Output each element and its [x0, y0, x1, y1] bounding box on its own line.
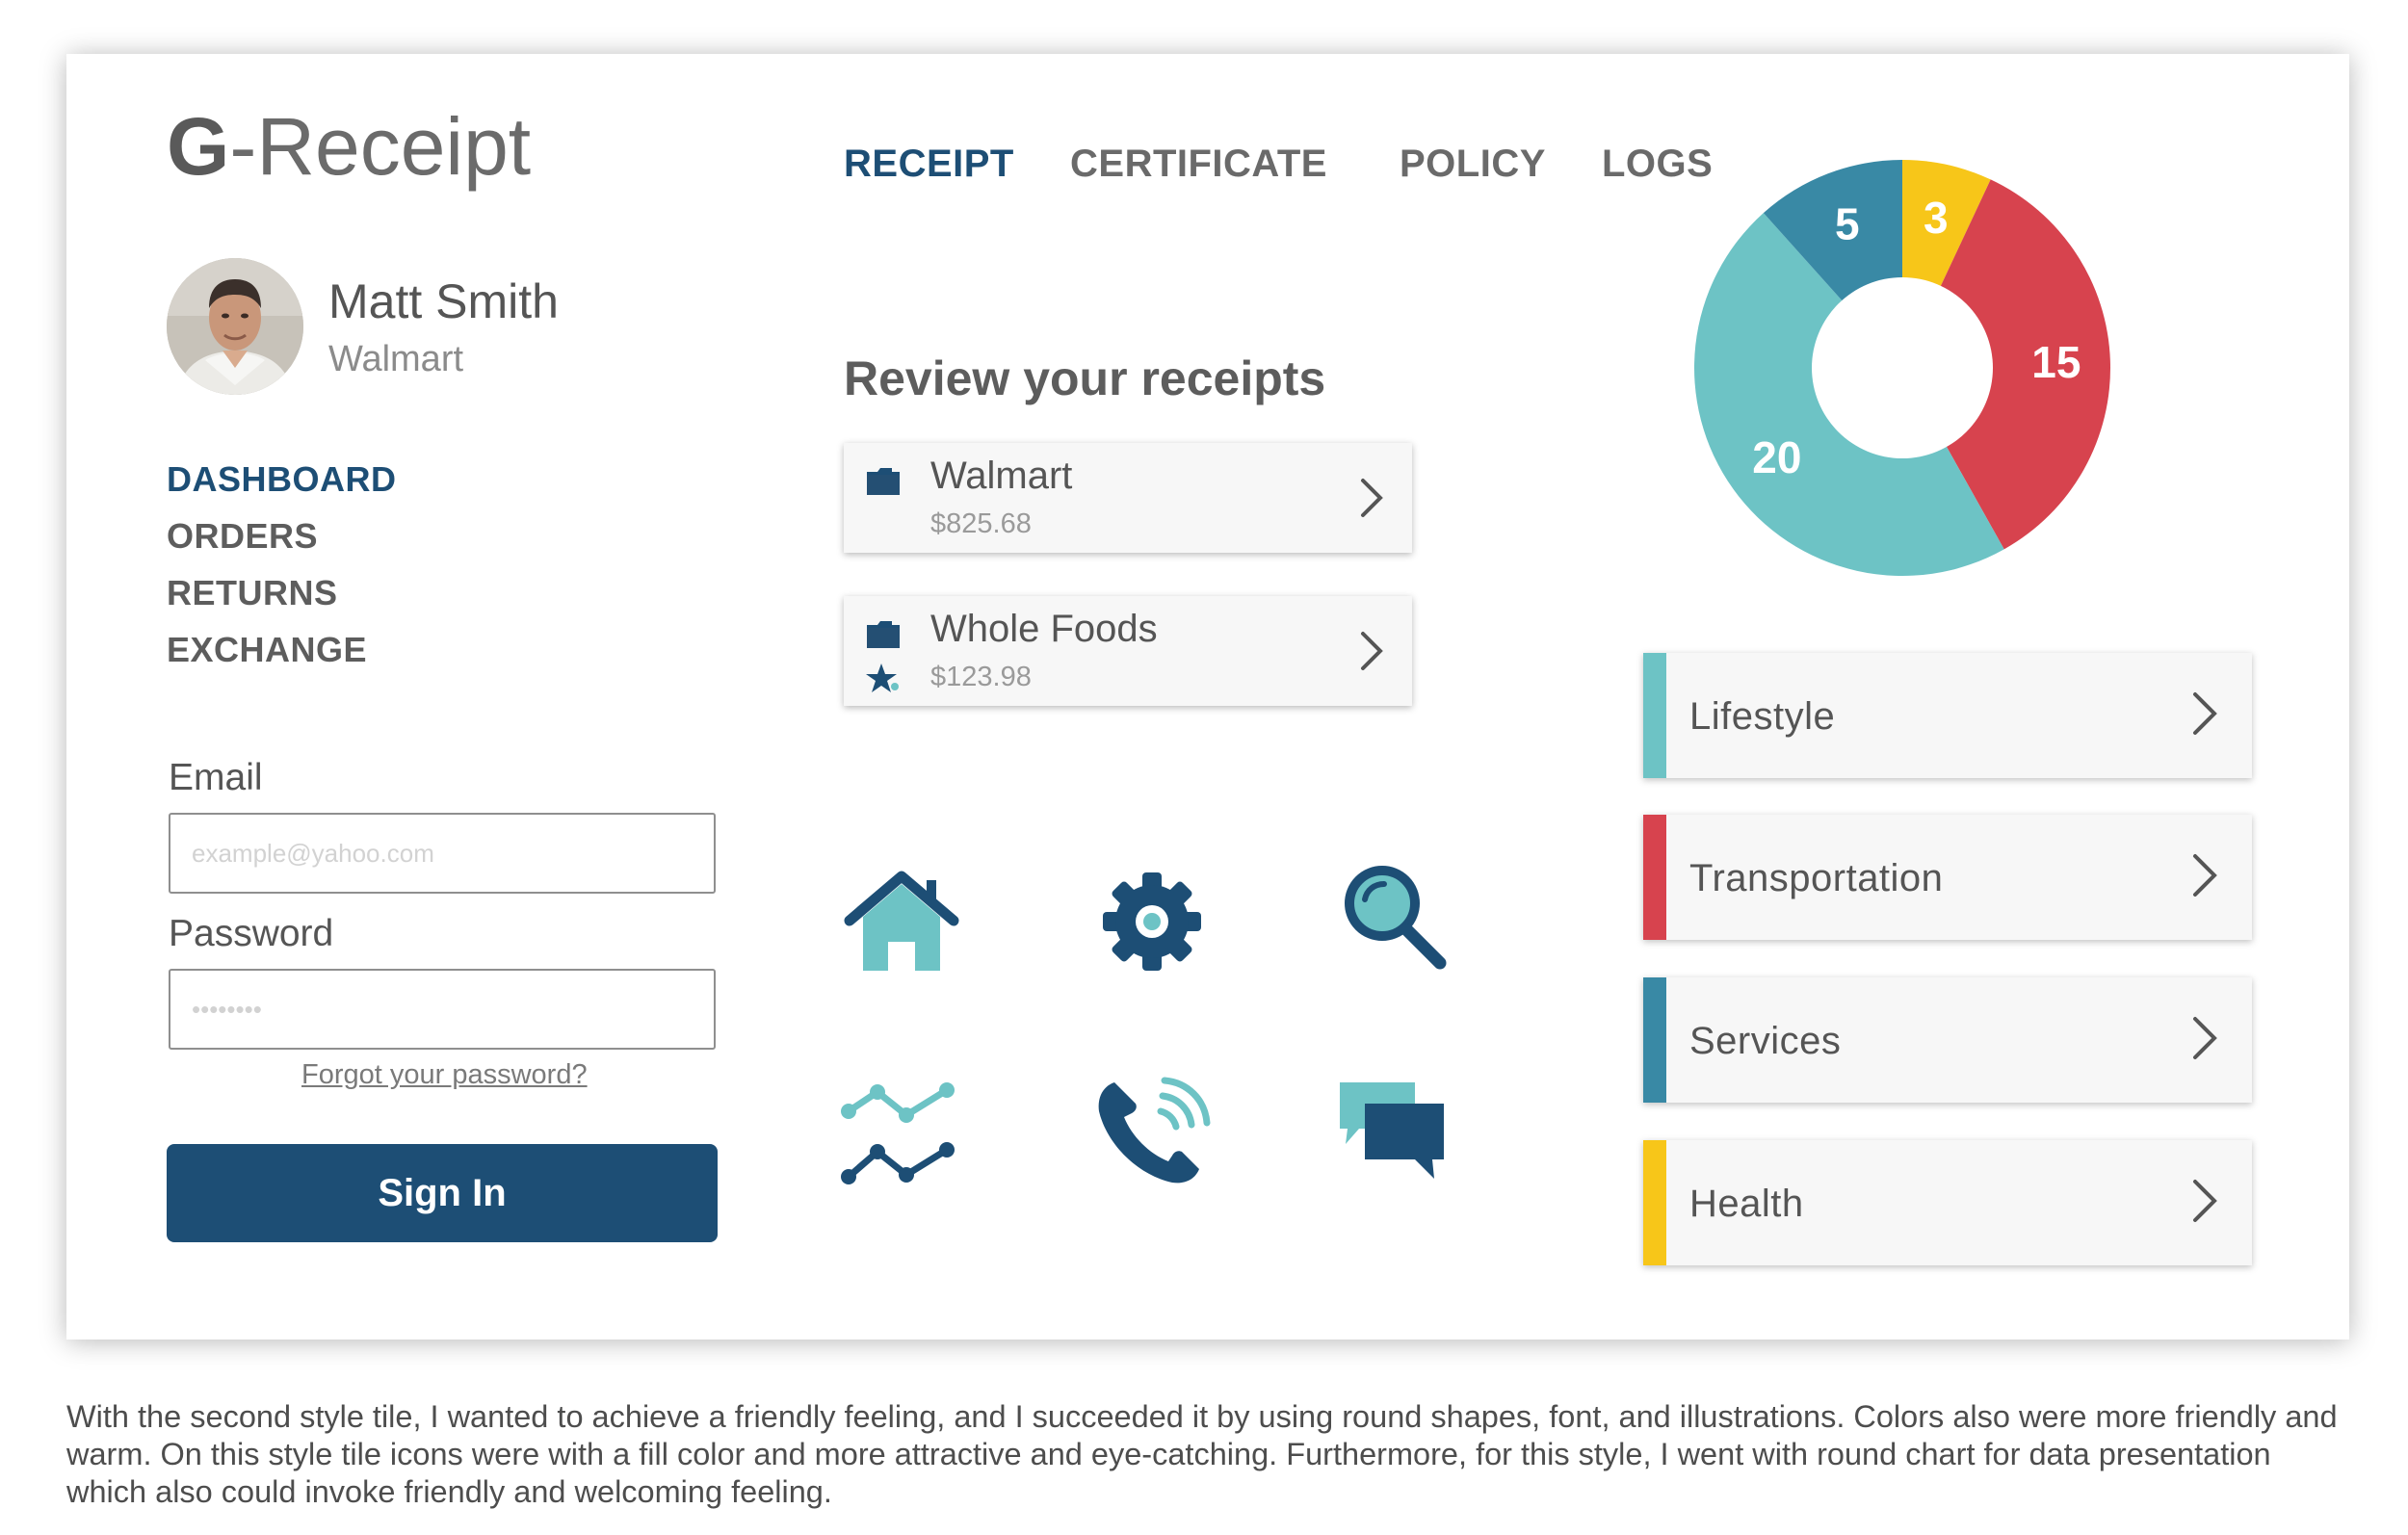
- donut-label-3: 3: [1924, 193, 1949, 243]
- tab-certificate[interactable]: CERTIFICATE: [1070, 143, 1327, 185]
- category-label: Lifestyle: [1689, 695, 1836, 738]
- chevron-right-icon: [1361, 632, 1383, 670]
- receipt-amount: $825.68: [930, 508, 1032, 539]
- chat-icon[interactable]: [1336, 1079, 1448, 1186]
- receipt-card-walmart[interactable]: Walmart $825.68: [844, 443, 1412, 553]
- avatar[interactable]: [167, 258, 303, 395]
- search-icon[interactable]: [1340, 861, 1450, 973]
- folder-icon: [867, 621, 900, 648]
- email-label: Email: [169, 757, 263, 798]
- tab-receipt[interactable]: RECEIPT: [844, 143, 1014, 185]
- category-color-bar: [1643, 815, 1666, 940]
- receipt-amount: $123.98: [930, 662, 1032, 692]
- gear-icon[interactable]: [1099, 869, 1205, 975]
- sidebar-item-returns[interactable]: RETURNS: [167, 573, 338, 612]
- category-lifestyle[interactable]: Lifestyle: [1643, 653, 2252, 778]
- password-field[interactable]: [169, 969, 716, 1050]
- sidebar-item-exchange[interactable]: EXCHANGE: [167, 630, 368, 669]
- sign-in-button[interactable]: Sign In: [167, 1144, 718, 1242]
- category-label: Transportation: [1689, 857, 1944, 899]
- donut-label-15: 15: [2031, 337, 2081, 387]
- user-avatar-icon: [167, 258, 303, 395]
- home-icon[interactable]: [842, 867, 961, 978]
- user-name: Matt Smith: [328, 274, 559, 328]
- chevron-right-icon: [2193, 1180, 2217, 1222]
- logo-bold: G: [167, 101, 230, 192]
- category-health[interactable]: Health: [1643, 1140, 2252, 1265]
- sidebar-item-orders[interactable]: ORDERS: [167, 516, 319, 556]
- donut-label-20: 20: [1752, 432, 1801, 482]
- password-label: Password: [169, 913, 334, 954]
- phone-icon[interactable]: [1095, 1077, 1211, 1188]
- category-transportation[interactable]: Transportation: [1643, 815, 2252, 940]
- user-company: Walmart: [328, 339, 464, 379]
- app-logo: G-Receipt: [167, 100, 531, 194]
- category-label: Health: [1689, 1183, 1804, 1225]
- receipt-store: Walmart: [930, 455, 1073, 497]
- category-color-bar: [1643, 653, 1666, 778]
- caption-text: With the second style tile, I wanted to …: [66, 1399, 2338, 1509]
- chevron-right-icon: [2193, 854, 2217, 897]
- category-services[interactable]: Services: [1643, 977, 2252, 1103]
- donut-label-5: 5: [1835, 199, 1860, 249]
- donut-chart: 3 15 20 5: [1694, 160, 2110, 576]
- category-color-bar: [1643, 977, 1666, 1103]
- chevron-right-icon: [2193, 1017, 2217, 1059]
- sidebar-nav: DASHBOARD ORDERS RETURNS EXCHANGE: [167, 451, 397, 678]
- chevron-right-icon: [2193, 692, 2217, 735]
- category-label: Services: [1689, 1020, 1842, 1062]
- review-title: Review your receipts: [844, 351, 1326, 405]
- receipt-card-whole-foods[interactable]: Whole Foods $123.98: [844, 596, 1412, 706]
- tab-policy[interactable]: POLICY: [1400, 143, 1546, 185]
- category-color-bar: [1643, 1140, 1666, 1265]
- receipt-store: Whole Foods: [930, 608, 1158, 650]
- logo-text: -Receipt: [229, 101, 532, 192]
- sidebar-item-dashboard[interactable]: DASHBOARD: [167, 459, 397, 499]
- folder-icon: [867, 468, 900, 495]
- style-tile-card: G-Receipt Matt Smith Walmart DASHBOARD O…: [66, 54, 2349, 1340]
- forgot-password-link[interactable]: Forgot your password?: [301, 1059, 588, 1090]
- line-chart-icon[interactable]: [839, 1080, 958, 1188]
- donut-slice-15[interactable]: [1902, 179, 2110, 550]
- chevron-right-icon: [1361, 479, 1383, 517]
- email-field[interactable]: [169, 813, 716, 894]
- star-icon: [866, 663, 899, 692]
- tab-logs[interactable]: LOGS: [1602, 143, 1714, 185]
